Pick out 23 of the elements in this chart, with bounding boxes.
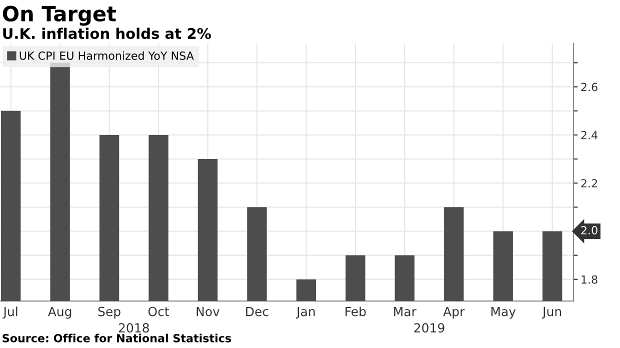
x-tick-label: Sep xyxy=(98,306,120,319)
y-tick-label: 2.6 xyxy=(581,82,598,92)
x-tick-label: Aug xyxy=(48,306,72,319)
x-tick-label: May xyxy=(491,306,516,319)
x-tick-label: Mar xyxy=(394,306,416,316)
legend-label: UK CPI EU Harmonized YoY NSA xyxy=(20,51,194,60)
x-tick-label: Feb xyxy=(346,306,366,316)
x-tick-label: Oct xyxy=(148,306,170,316)
text: 2019 xyxy=(414,323,444,333)
text: 2018 xyxy=(118,323,149,333)
y-tick-label: 2.2 xyxy=(581,179,597,188)
x-tick-label: Dec xyxy=(246,306,268,316)
source-note: Source: Office for National Statistics xyxy=(2,334,232,342)
x-tick-label: Apr xyxy=(443,306,465,319)
y-tick-label: 1.8 xyxy=(582,275,598,284)
x-tick-label: Jun xyxy=(542,306,562,319)
chart-subtitle: U.K. inflation holds at 2% xyxy=(3,28,211,40)
y-tick-label: 2.4 xyxy=(581,130,598,140)
x-tick-label: Nov xyxy=(196,306,220,316)
text: 2.0 xyxy=(581,226,598,234)
chart-title: On Target xyxy=(2,6,116,26)
x-tick-label: Jan xyxy=(296,306,315,319)
x-tick-label: Jul xyxy=(2,306,18,319)
